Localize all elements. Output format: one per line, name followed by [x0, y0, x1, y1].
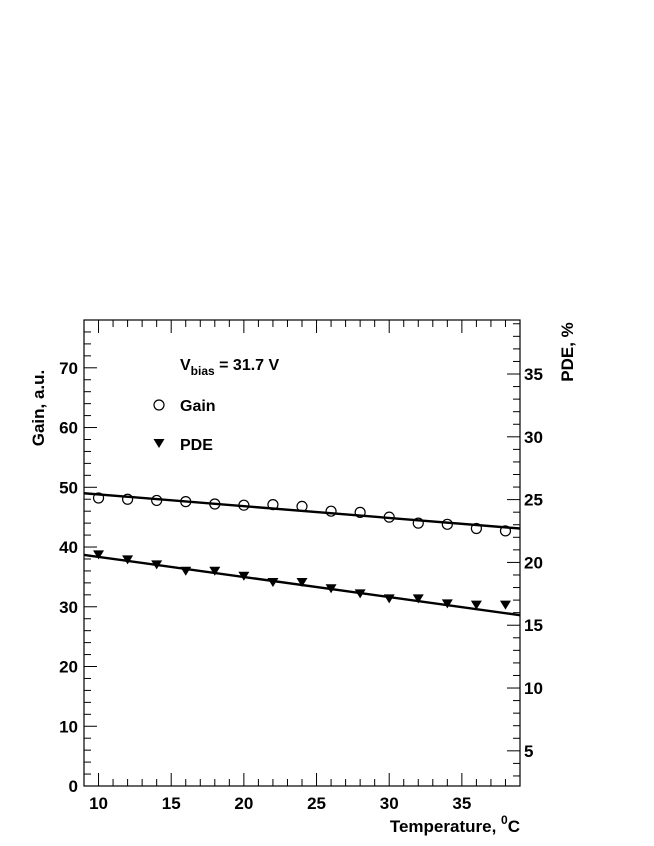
y-left-tick-label: 0 — [69, 777, 78, 796]
gain-point — [499, 525, 512, 537]
pde-point — [441, 599, 453, 609]
y-left-tick-label: 20 — [59, 658, 78, 677]
gain-point — [209, 498, 221, 510]
x-tick-label: 10 — [89, 794, 108, 813]
gain-point — [238, 499, 250, 511]
y-right-axis-title: PDE, % — [558, 322, 577, 382]
y-left-tick-label: 30 — [59, 598, 78, 617]
legend-gain-label: Gain — [180, 398, 216, 415]
plot-frame — [83, 319, 521, 787]
y-right-tick-label: 5 — [524, 742, 533, 761]
x-axis-title-sup: 0 — [501, 813, 508, 827]
x-axis-title: Temperature, 0C — [390, 813, 520, 836]
gain-point — [325, 505, 337, 517]
x-axis-title-unit: C — [508, 817, 520, 836]
legend-pde-marker — [153, 439, 165, 448]
pde-point — [325, 584, 337, 594]
gain-point — [296, 500, 308, 512]
pde-point — [151, 560, 163, 570]
gain-point — [441, 518, 453, 530]
y-right-tick-label: 35 — [524, 365, 543, 384]
y-left-tick-label: 50 — [59, 478, 78, 497]
x-tick-label: 35 — [452, 794, 471, 813]
gain-point — [151, 494, 163, 507]
pde-point — [412, 594, 424, 604]
y-left-tick-label: 60 — [59, 419, 78, 438]
data-points — [92, 492, 512, 610]
y-right-tick-label: 20 — [524, 553, 543, 572]
gain-point — [121, 493, 134, 505]
y-right-tick-label: 30 — [524, 428, 543, 447]
pde-point — [180, 566, 192, 576]
x-tick-label: 20 — [234, 794, 253, 813]
axis-ticks — [83, 319, 521, 787]
vbias-annotation: Vbias = 31.7 V — [180, 357, 280, 378]
x-tick-label: 30 — [380, 794, 399, 813]
gain-point — [267, 499, 279, 511]
pde-point — [296, 578, 308, 588]
pde-point — [122, 555, 134, 565]
x-tick-label: 25 — [307, 794, 326, 813]
vbias-subscript: bias — [191, 364, 215, 378]
y-left-tick-label: 70 — [59, 359, 78, 378]
pde-point — [238, 571, 250, 581]
vbias-value: = 31.7 V — [215, 357, 280, 374]
pde-point — [267, 578, 279, 588]
y-right-tick-label: 25 — [524, 491, 543, 510]
tick-labels: 10 15 20 25 30 35 0 10 20 30 40 50 60 70 5 10 15 20 25 30 35 — [59, 359, 543, 813]
x-tick-label: 15 — [162, 794, 181, 813]
gain-point — [92, 492, 105, 504]
legend: Gain PDE — [153, 398, 216, 454]
gain-point — [180, 496, 192, 508]
y-right-tick-label: 15 — [524, 616, 543, 635]
vbias-symbol: V — [180, 357, 191, 374]
y-left-axis-title: Gain, a.u. — [29, 370, 48, 447]
pde-point — [209, 566, 221, 576]
pde-point — [93, 550, 105, 560]
y-left-tick-label: 10 — [59, 717, 78, 736]
gain-point — [470, 522, 482, 535]
gain-point — [354, 506, 366, 518]
gain-point — [383, 511, 395, 523]
gain-point — [412, 517, 424, 529]
x-axis-title-text: Temperature, — [390, 817, 501, 836]
pde-point — [383, 594, 395, 604]
pde-point — [499, 600, 511, 610]
legend-pde-label: PDE — [180, 437, 213, 454]
pde-point — [354, 589, 366, 599]
y-right-tick-label: 10 — [524, 679, 543, 698]
y-left-tick-label: 40 — [59, 538, 78, 557]
pde-point — [470, 600, 482, 610]
legend-gain-marker — [153, 399, 165, 411]
